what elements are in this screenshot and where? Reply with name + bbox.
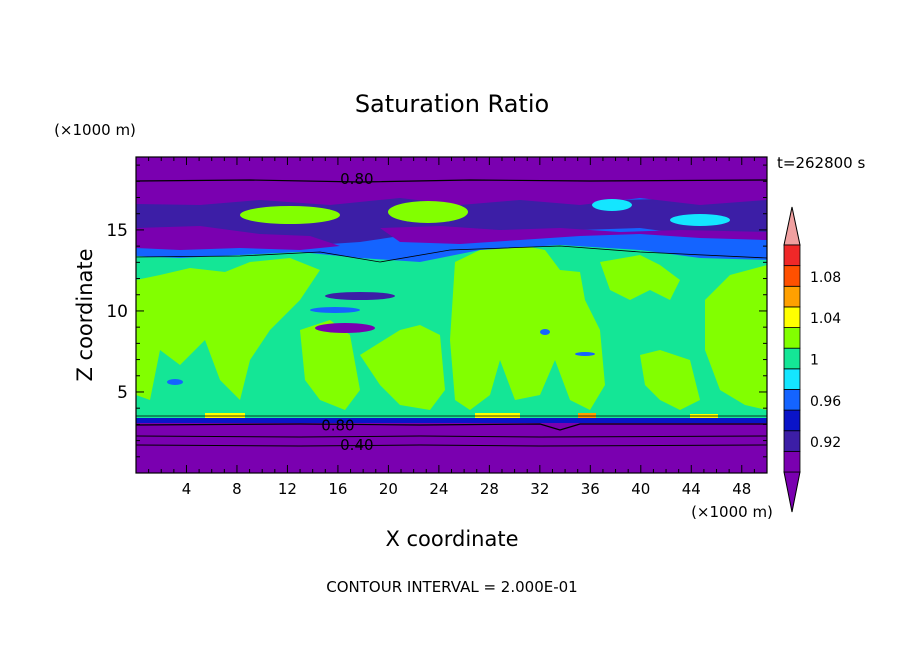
colorbar: 0.92 0.96 1 1.04 1.08 <box>783 206 841 513</box>
cloud-patch <box>670 214 730 226</box>
dry-band-upper <box>136 226 340 250</box>
cloud-patch <box>240 206 340 224</box>
warm-patch <box>475 413 520 418</box>
x-tick-label: 36 <box>581 480 600 498</box>
colorbar-label: 1.08 <box>810 270 841 286</box>
colorbar-segment <box>783 347 801 370</box>
colorbar-segment <box>783 244 801 267</box>
dry-streak <box>325 292 395 300</box>
x-tick-label: 20 <box>379 480 398 498</box>
cloud-region <box>600 255 680 300</box>
colorbar-segment <box>783 327 801 349</box>
contour-line <box>136 245 767 263</box>
x-tick-label: 44 <box>682 480 701 498</box>
y-tick-label: 5 <box>117 383 128 403</box>
colorbar-segment <box>783 409 801 432</box>
cloud-region <box>136 258 320 400</box>
contour-labels: 0.80 0.80 0.40 <box>321 170 373 454</box>
x-tick-label: 24 <box>429 480 448 498</box>
colorbar-label: 0.96 <box>810 394 841 410</box>
dry-streak <box>540 329 550 335</box>
x-tick-label: 4 <box>182 480 192 498</box>
cloud-patch <box>388 201 468 223</box>
y-tick-label: 10 <box>106 302 128 322</box>
y-unit-label: (×1000 m) <box>54 121 136 139</box>
contour-label: 0.80 <box>321 416 354 434</box>
x-unit-label: (×1000 m) <box>691 503 773 521</box>
colorbar-segment <box>783 389 801 411</box>
colorbar-under-arrow <box>783 471 801 513</box>
cloud-region <box>640 350 700 410</box>
colorbar-segment <box>783 265 801 287</box>
y-axis-label: Z coordinate <box>73 248 97 381</box>
x-tick-label: 16 <box>328 480 347 498</box>
warm-patch <box>205 413 245 418</box>
dry-streak <box>167 379 183 385</box>
colorbar-label: 1.04 <box>810 311 841 327</box>
contour-label: 0.40 <box>340 436 373 454</box>
dry-streak <box>575 352 595 356</box>
dry-streak <box>315 323 375 333</box>
contour-field <box>136 157 767 473</box>
colorbar-label: 0.92 <box>810 435 841 451</box>
x-tick-label: 8 <box>232 480 242 498</box>
time-label: t=262800 s <box>777 154 865 172</box>
colorbar-segment <box>783 285 801 308</box>
y-axis: 5 10 15 <box>106 164 767 458</box>
contour-line <box>136 435 767 438</box>
cloud-region <box>360 325 445 410</box>
x-axis-label: X coordinate <box>385 527 518 551</box>
x-axis: 4 8 12 16 20 24 28 32 36 40 44 48 <box>148 157 755 498</box>
dry-band-upper <box>380 226 767 244</box>
dry-streak <box>310 307 360 313</box>
contour-line <box>136 423 767 431</box>
x-tick-label: 12 <box>278 480 297 498</box>
cloud-patch <box>592 199 632 211</box>
warm-patch <box>578 413 596 418</box>
dry-band-upper <box>136 157 767 205</box>
cloud-region <box>705 265 767 410</box>
x-tick-label: 48 <box>732 480 751 498</box>
colorbar-segment <box>783 450 801 473</box>
cloud-region <box>300 320 360 410</box>
contour-label: 0.80 <box>340 170 373 188</box>
colorbar-label: 1 <box>810 353 819 369</box>
x-tick-label: 32 <box>530 480 549 498</box>
colorbar-over-arrow <box>783 206 801 246</box>
cloud-region <box>450 245 605 410</box>
y-tick-label: 15 <box>106 221 128 241</box>
contour-interval-note: CONTOUR INTERVAL = 2.000E-01 <box>326 578 577 596</box>
colorbar-segment <box>783 306 801 328</box>
contour-line <box>136 179 767 183</box>
colorbar-segment <box>783 430 801 452</box>
x-tick-label: 28 <box>480 480 499 498</box>
contour-line <box>136 444 767 447</box>
chart-title: Saturation Ratio <box>355 90 549 118</box>
x-tick-label: 40 <box>631 480 650 498</box>
colorbar-segment <box>783 368 801 390</box>
dry-band-lower <box>136 418 767 424</box>
dry-band-lower <box>136 423 767 473</box>
